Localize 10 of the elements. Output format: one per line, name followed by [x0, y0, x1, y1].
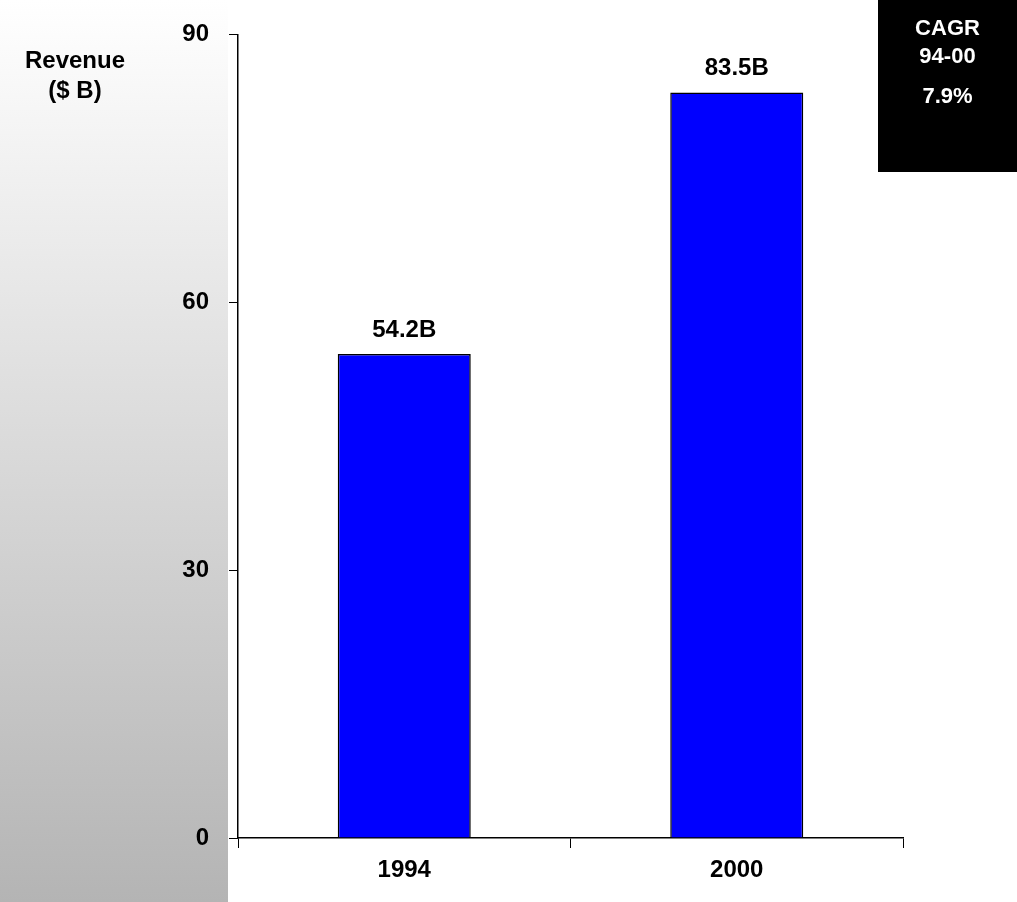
y-tick-label: 0: [195, 822, 209, 850]
data-label: 54.2B: [372, 314, 437, 342]
y-axis-title: Revenue ($ B): [23, 45, 126, 105]
text-box: CAGR 94-00 7.9%: [878, 0, 1017, 172]
data-label: 83.5B: [704, 53, 769, 81]
y-tick-label: 30: [182, 554, 209, 582]
y-tick-label: 60: [182, 286, 209, 314]
x-tick-label: 1994: [377, 855, 432, 883]
y-tick-label: 90: [182, 19, 209, 47]
x-tick-label: 2000: [710, 855, 764, 883]
